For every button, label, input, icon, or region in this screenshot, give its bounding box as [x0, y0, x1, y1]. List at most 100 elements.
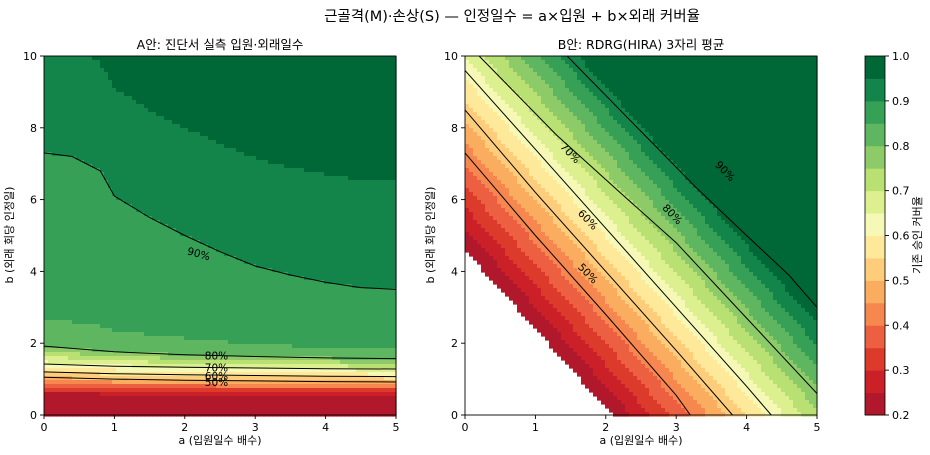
contour-fill-cell [244, 112, 249, 117]
contour-fill-cell [116, 132, 121, 137]
contour-fill-cell [76, 148, 81, 153]
contour-fill-cell [192, 228, 197, 233]
contour-fill-cell [80, 72, 85, 77]
contour-fill-cell [376, 232, 381, 237]
contour-fill-cell [364, 272, 369, 277]
contour-fill-cell [304, 112, 309, 117]
contour-fill-cell [232, 64, 237, 69]
contour-fill-cell [312, 80, 317, 85]
contour-fill-cell [76, 192, 81, 197]
contour-fill-cell [272, 232, 277, 237]
contour-fill-cell [304, 88, 309, 93]
contour-fill-cell [368, 152, 373, 157]
contour-fill-cell [116, 260, 121, 265]
contour-fill-cell [180, 140, 185, 145]
contour-fill-cell [280, 104, 285, 109]
contour-fill-cell [156, 112, 161, 117]
contour-fill-cell [120, 168, 125, 173]
contour-fill-cell [352, 208, 357, 213]
contour-fill-cell [104, 176, 109, 181]
contour-fill-cell [156, 156, 161, 161]
contour-fill-cell [256, 244, 261, 249]
contour-fill-cell [72, 144, 77, 149]
contour-fill-cell [112, 256, 117, 261]
contour-fill-cell [92, 176, 97, 181]
contour-fill-cell [96, 64, 101, 69]
contour-fill-cell [376, 104, 381, 109]
contour-fill-cell [196, 124, 201, 129]
contour-fill-cell [60, 248, 65, 253]
contour-fill-cell [352, 176, 357, 181]
contour-fill-cell [324, 128, 329, 133]
contour-fill-cell [204, 208, 209, 213]
contour-fill-cell [272, 136, 277, 141]
contour-fill-cell [392, 76, 397, 81]
contour-fill-cell [200, 104, 205, 109]
contour-fill-cell [288, 264, 293, 269]
contour-fill-cell [88, 88, 93, 93]
contour-fill-cell [380, 108, 385, 113]
contour-fill-cell [276, 244, 281, 249]
contour-fill-cell [208, 112, 213, 117]
contour-fill-cell [288, 112, 293, 117]
contour-fill-cell [104, 244, 109, 249]
contour-fill-cell [236, 268, 241, 273]
contour-fill-cell [220, 64, 225, 69]
contour-fill-cell [268, 100, 273, 105]
contour-fill-cell [292, 200, 297, 205]
contour-fill-cell [344, 240, 349, 245]
contour-fill-cell [64, 264, 69, 269]
contour-fill-cell [316, 256, 321, 261]
contour-fill-cell [260, 168, 265, 173]
contour-fill-cell [324, 224, 329, 229]
contour-fill-cell [308, 84, 313, 89]
contour-fill-cell [96, 68, 101, 73]
contour-fill-cell [96, 144, 101, 149]
contour-fill-cell [116, 160, 121, 165]
contour-fill-cell [52, 156, 57, 161]
contour-fill-cell [224, 64, 229, 69]
contour-fill-cell [152, 148, 157, 153]
contour-fill-cell [328, 100, 333, 105]
contour-fill-cell [76, 164, 81, 169]
contour-fill-cell [44, 280, 49, 285]
contour-fill-cell [356, 64, 361, 69]
contour-fill-cell [260, 144, 265, 149]
contour-fill-cell [200, 188, 205, 193]
contour-fill-cell [220, 268, 225, 273]
contour-fill-cell [108, 176, 113, 181]
contour-fill-cell [96, 264, 101, 269]
contour-fill-cell [376, 220, 381, 225]
contour-fill-cell [204, 124, 209, 129]
contour-fill-cell [200, 196, 205, 201]
contour-fill-cell [208, 200, 213, 205]
contour-fill-cell [92, 104, 97, 109]
contour-fill-cell [160, 88, 165, 93]
contour-fill-cell [316, 84, 321, 89]
contour-fill-cell [224, 124, 229, 129]
contour-fill-cell [328, 156, 333, 161]
contour-fill-cell [244, 84, 249, 89]
contour-fill-cell [244, 272, 249, 277]
contour-fill-cell [212, 264, 217, 269]
contour-fill-cell [172, 272, 177, 277]
contour-fill-cell [388, 172, 393, 177]
contour-fill-cell [388, 200, 393, 205]
contour-fill-cell [364, 80, 369, 85]
contour-fill-cell [384, 168, 389, 173]
contour-fill-cell [184, 232, 189, 237]
contour-fill-cell [112, 184, 117, 189]
contour-fill-cell [128, 148, 133, 153]
contour-fill-cell [240, 136, 245, 141]
contour-fill-cell [196, 100, 201, 105]
contour-fill-cell [128, 244, 133, 249]
contour-fill-cell [232, 220, 237, 225]
contour-fill-cell [332, 160, 337, 165]
contour-fill-cell [76, 272, 81, 277]
contour-fill-cell [372, 164, 377, 169]
contour-fill-cell [220, 152, 225, 157]
contour-fill-cell [60, 112, 65, 117]
contour-fill-cell [160, 60, 165, 65]
contour-fill-cell [244, 172, 249, 177]
contour-fill-cell [232, 96, 237, 101]
